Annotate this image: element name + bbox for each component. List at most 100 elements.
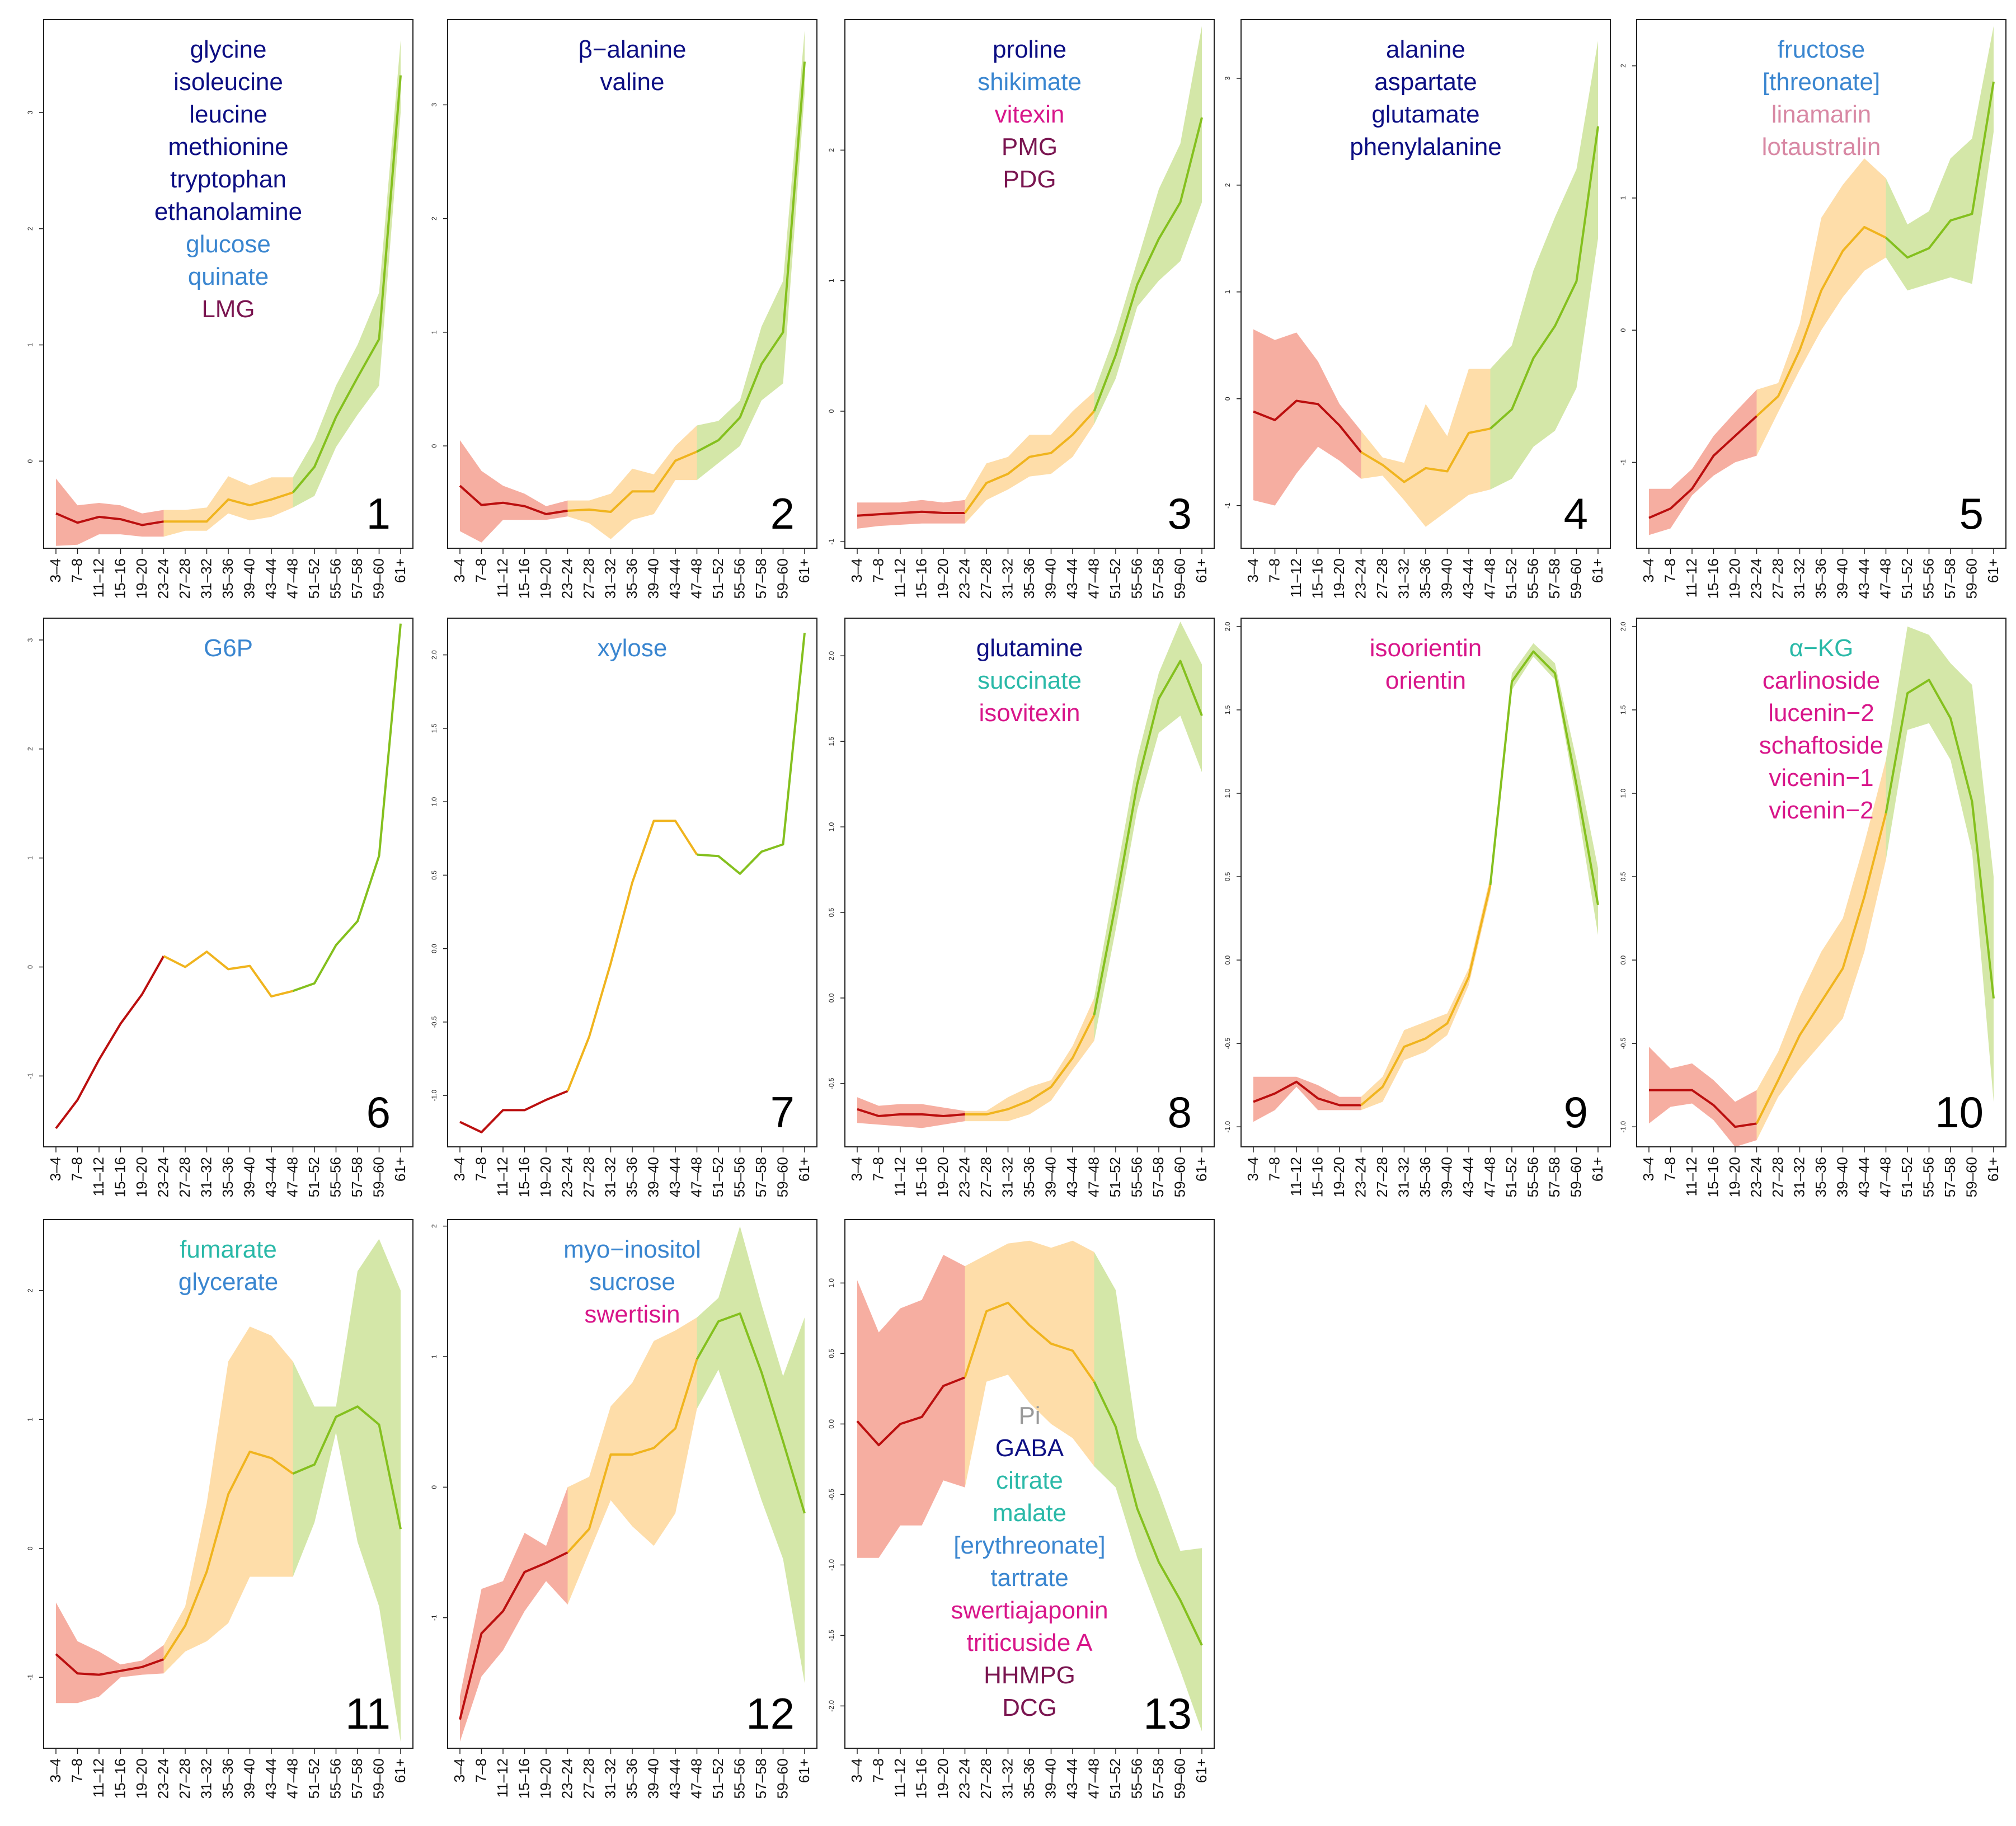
x-tick-label: 7–8: [69, 1758, 86, 1782]
x-tick-label: 51–52: [1898, 1157, 1915, 1197]
x-tick-label: 31–32: [1395, 558, 1412, 599]
metabolite-label: glutamine: [976, 634, 1083, 662]
band-early: [857, 1097, 965, 1128]
x-tick-label: 57–58: [753, 558, 769, 599]
x-tick-label: 7–8: [473, 1758, 490, 1782]
x-tick-label: 39–40: [1439, 1157, 1455, 1197]
panel-11: -1 0 1 2 3–4 7–8 11–12 15–16 19–20 23–24 27–28 31–3…: [26, 1219, 413, 1799]
panel-8: -0.5 0.0 0.5 1.0 1.5 2.0 3–4 7–8 11–12 15–16 19–20…: [828, 618, 1215, 1197]
x-tick-label: 31–32: [198, 558, 215, 599]
x-tick-label: 57–58: [349, 558, 365, 599]
x-tick-label: 11–12: [891, 558, 908, 597]
metabolite-label: orientin: [1385, 667, 1466, 694]
x-tick-label: 15–16: [913, 1758, 930, 1799]
band-mid: [567, 1317, 697, 1605]
series-line-late: [1093, 117, 1203, 412]
x-tick-label: 23–24: [155, 558, 172, 599]
x-tick-label: 15–16: [516, 558, 533, 599]
x-tick-label: 43–44: [666, 1157, 683, 1197]
x-tick-label: 47–48: [1877, 1157, 1894, 1197]
x-tick-label: 43–44: [262, 1157, 279, 1197]
panel-number: 8: [1168, 1088, 1192, 1137]
metabolite-label: glucose: [186, 230, 271, 258]
x-tick-label: 7–8: [1266, 1157, 1283, 1181]
y-tick-label: 2.0: [430, 650, 438, 660]
y-tick-label: 1: [430, 1354, 438, 1358]
series-line-early: [459, 484, 568, 515]
series-line-late: [696, 1312, 806, 1514]
series-line-early: [857, 1108, 965, 1117]
band-late: [1886, 626, 1994, 1102]
x-tick-label: 11–12: [90, 1157, 107, 1196]
x-tick-label: 59–60: [1172, 1758, 1188, 1799]
x-tick-label: 27–28: [580, 558, 597, 599]
x-tick-label: 47–48: [1085, 1157, 1102, 1197]
y-tick-label: 0.5: [828, 1349, 835, 1358]
y-tick-label: 1: [1619, 196, 1627, 200]
y-tick-label: 1.0: [828, 822, 835, 831]
y-tick-label: 3: [26, 638, 34, 642]
metabolite-label: vicenin−2: [1769, 797, 1873, 824]
x-tick-label: 27–28: [978, 1157, 994, 1197]
x-tick-label: 39–40: [241, 1157, 258, 1197]
x-tick-label: 61+: [392, 1157, 408, 1182]
panel-number: 11: [345, 1689, 391, 1738]
metabolite-label: PDG: [1003, 166, 1056, 193]
x-tick-label: 7–8: [473, 1157, 490, 1181]
band-late: [697, 31, 805, 481]
x-tick-label: 59–60: [1963, 558, 1980, 599]
y-tick-label: -1.5: [828, 1630, 835, 1641]
x-tick-label: 31–32: [198, 1157, 215, 1197]
x-tick-label: 39–40: [645, 558, 662, 599]
x-tick-label: 23–24: [559, 1758, 576, 1799]
band-early: [1253, 1076, 1361, 1122]
y-tick-label: 1: [430, 330, 438, 334]
x-tick-label: 31–32: [602, 1758, 619, 1799]
x-tick-label: 35–36: [1812, 1157, 1829, 1197]
series-line-late: [1093, 660, 1203, 1015]
x-tick-label: 43–44: [1460, 1157, 1477, 1197]
x-tick-label: 19–20: [537, 558, 554, 599]
band-mid: [163, 1326, 293, 1674]
y-tick-label: 2.0: [828, 651, 835, 661]
x-tick-label: 57–58: [1942, 558, 1958, 599]
x-tick-label: 43–44: [262, 1758, 279, 1799]
x-tick-label: 11–12: [90, 1758, 107, 1797]
x-tick-label: 31–32: [999, 558, 1016, 599]
band-early: [460, 1487, 568, 1742]
y-tick-label: 3: [430, 103, 438, 107]
x-tick-label: 57–58: [1546, 1157, 1563, 1197]
x-tick-label: 7–8: [1662, 1157, 1679, 1181]
panel-frame: [43, 618, 413, 1147]
metabolite-label: HHMPG: [984, 1662, 1075, 1689]
x-tick-label: 27–28: [978, 558, 994, 599]
band-mid: [1361, 877, 1491, 1110]
series-line-late: [696, 62, 806, 453]
metabolite-label: ethanolamine: [154, 198, 302, 225]
y-tick-label: 0: [1224, 397, 1232, 401]
x-tick-label: 27–28: [978, 1758, 994, 1799]
series-line-mid: [964, 1301, 1096, 1382]
x-tick-label: 47–48: [688, 1758, 705, 1799]
x-tick-label: 3–4: [1640, 1157, 1657, 1181]
x-tick-label: 23–24: [956, 1157, 973, 1197]
band-mid: [1361, 369, 1491, 527]
series-line-mid: [1360, 884, 1492, 1107]
series-line-early: [857, 510, 965, 517]
y-tick-label: 0.5: [828, 907, 835, 917]
panel-number: 5: [1959, 489, 1984, 538]
series-line-early: [1648, 415, 1757, 519]
x-tick-label: 55–56: [327, 1758, 344, 1799]
panel-2: 0 1 2 3 3–4 7–8 11–12 15–16 19–20 23–24 27–28 31–32…: [430, 19, 817, 599]
x-tick-label: 55–56: [731, 558, 748, 599]
x-tick-label: 47–48: [688, 558, 705, 599]
panel-1: 0 1 2 3 3–4 7–8 11–12 15–16 19–20 23–24 27–28 31–32…: [26, 19, 413, 599]
series-line-late: [1093, 1381, 1203, 1646]
y-tick-label: 2: [26, 747, 34, 751]
x-tick-label: 7–8: [69, 1157, 86, 1181]
band-mid: [965, 1240, 1094, 1488]
x-tick-label: 55–56: [327, 558, 344, 599]
x-tick-label: 51–52: [306, 558, 322, 599]
x-tick-label: 27–28: [176, 558, 193, 599]
